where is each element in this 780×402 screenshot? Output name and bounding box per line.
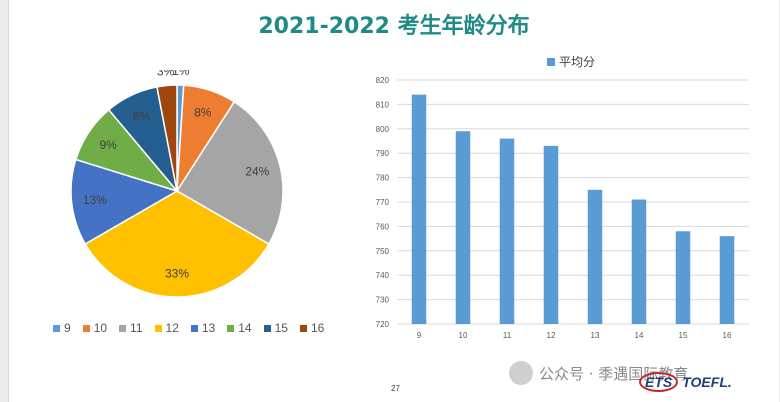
legend-label: 16 <box>310 321 325 335</box>
pie-label-15: 8% <box>133 109 151 123</box>
legend-swatch <box>154 324 162 332</box>
page-number: 27 <box>391 384 400 393</box>
legend-label: 14 <box>238 321 252 335</box>
y-tick-label: 740 <box>376 271 390 280</box>
pie-slice-16 <box>156 84 178 192</box>
legend-label: 15 <box>274 321 288 335</box>
pie-label-14: 9% <box>99 138 117 152</box>
legend-item-15: 15 <box>263 321 288 335</box>
ets-toefl-logo: ETS TOEFL. <box>639 372 732 392</box>
legend-swatch <box>299 324 307 332</box>
legend-swatch <box>82 324 90 332</box>
x-tick-label: 12 <box>547 331 556 340</box>
bar-16 <box>719 236 735 324</box>
legend-swatch <box>53 324 60 332</box>
wechat-icon <box>509 361 533 385</box>
page-title: 2021-2022 考生年龄分布 <box>258 14 530 39</box>
y-tick-label: 780 <box>376 174 390 183</box>
x-tick-label: 11 <box>503 331 512 340</box>
bar-legend-label: 平均分 <box>559 55 595 69</box>
legend-swatch <box>190 324 198 332</box>
y-tick-label: 820 <box>376 76 390 85</box>
y-tick-label: 750 <box>376 247 390 256</box>
pie-label-9: 1% <box>172 70 190 78</box>
bar-11 <box>499 138 515 324</box>
bar-13 <box>587 189 603 324</box>
legend-item-12: 12 <box>154 321 179 335</box>
y-tick-label: 770 <box>376 198 390 207</box>
bar-9 <box>411 94 427 324</box>
bar-12 <box>543 145 559 324</box>
y-tick-label: 810 <box>376 100 390 109</box>
y-tick-label: 730 <box>376 296 390 305</box>
legend-item-11: 11 <box>119 321 143 335</box>
pie-label-11: 24% <box>245 165 269 179</box>
x-tick-label: 15 <box>679 331 688 340</box>
bar-chart: 平均分 720 730 740 750 760 770 780 790 800 810 820 9 10 1… <box>376 55 749 340</box>
y-tick-label: 760 <box>376 222 390 231</box>
bar-10 <box>455 131 471 324</box>
legend-swatch <box>119 324 127 332</box>
legend-label: 9 <box>64 321 71 335</box>
pie-label-13: 13% <box>83 193 107 207</box>
pie-chart: 1% 8% 24% 33% 13% 9% 8% 3% <box>70 70 284 298</box>
y-tick-label: 790 <box>376 149 390 158</box>
legend-swatch <box>263 324 271 332</box>
y-tick-label: 720 <box>376 320 390 329</box>
bar-legend-swatch <box>547 58 555 66</box>
bar-14 <box>631 199 647 324</box>
pie-slice-13 <box>70 158 179 246</box>
legend-label: 11 <box>130 321 143 335</box>
legend-item-14: 14 <box>227 321 252 335</box>
x-tick-label: 13 <box>591 331 600 340</box>
pie-label-16: 3% <box>157 70 175 79</box>
x-tick-label: 9 <box>417 331 422 340</box>
x-tick-label: 14 <box>635 331 644 340</box>
toefl-wordmark: TOEFL. <box>682 374 732 390</box>
pie-label-10: 8% <box>194 105 212 119</box>
slide: 2021-2022 考生年龄分布 1% 8% 24% 33% 13% 9% 8% 3% 9 10… <box>8 0 779 402</box>
legend-item-16: 16 <box>299 321 325 335</box>
bar-15 <box>675 231 691 324</box>
pie-slice-11 <box>175 100 284 246</box>
x-tick-label: 16 <box>723 331 732 340</box>
y-tick-label: 800 <box>376 125 390 134</box>
legend-label: 10 <box>93 321 108 335</box>
legend-item-10: 10 <box>82 321 108 335</box>
legend-label: 12 <box>165 321 179 335</box>
legend-label: 13 <box>201 321 216 335</box>
legend-swatch <box>227 324 235 332</box>
x-tick-label: 10 <box>459 331 468 340</box>
ets-mark: ETS <box>639 372 679 392</box>
legend-item-9: 9 <box>53 321 71 335</box>
bar-legend: 平均分 <box>547 55 595 69</box>
pie-label-12: 33% <box>165 267 189 281</box>
pie-legend: 9 10 11 12 13 14 15 16 <box>53 320 324 336</box>
legend-item-13: 13 <box>190 321 216 335</box>
